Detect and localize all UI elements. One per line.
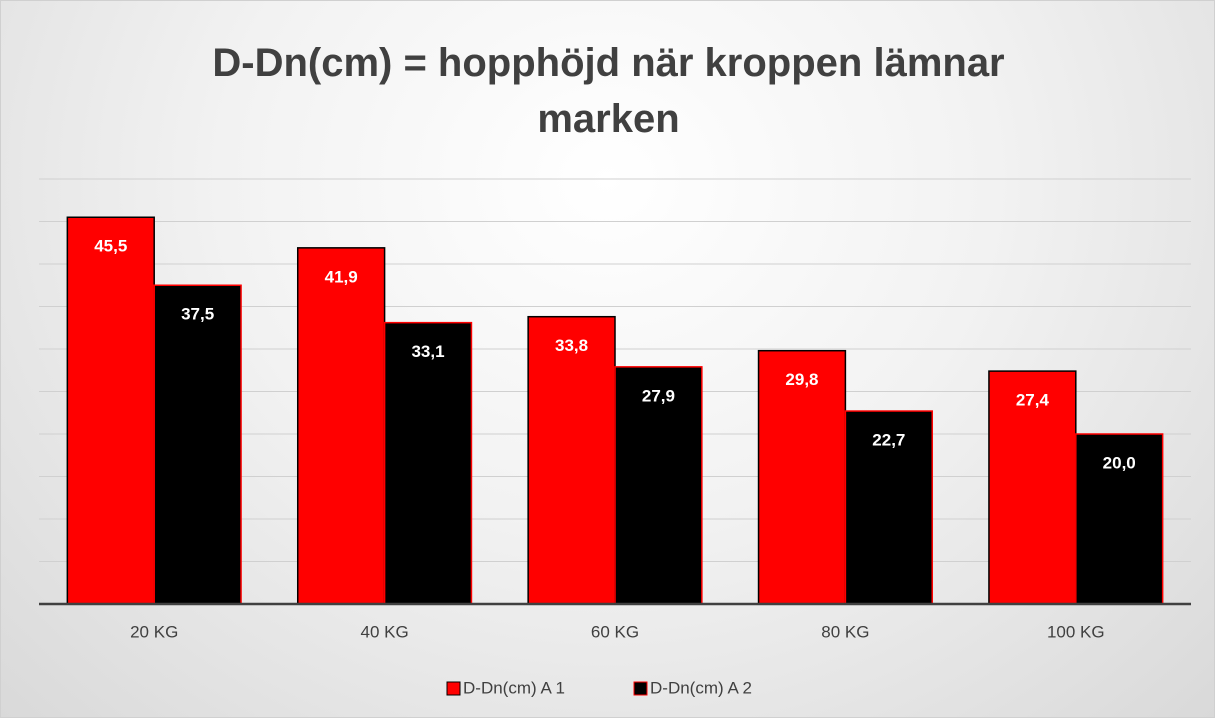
data-label: 22,7 — [872, 431, 905, 450]
bar — [296, 247, 386, 605]
bar — [1075, 433, 1164, 605]
bar — [844, 410, 934, 605]
data-label: 33,8 — [555, 336, 588, 355]
bar — [153, 284, 242, 605]
x-tick-label: 80 KG — [821, 622, 869, 641]
bar — [757, 349, 847, 605]
chart-title: D-Dn(cm) = hopphöjd när kroppen lämnar m… — [212, 41, 1005, 141]
bar — [66, 216, 155, 605]
data-label: 29,8 — [785, 370, 818, 389]
x-tick-label: 40 KG — [360, 622, 408, 641]
data-label: 27,4 — [1016, 391, 1050, 410]
data-label: 27,9 — [642, 386, 675, 405]
bar — [614, 366, 703, 605]
data-label: 37,5 — [181, 305, 214, 324]
bar — [527, 315, 616, 605]
legend-swatch — [633, 681, 648, 696]
data-label: 20,0 — [1103, 453, 1136, 472]
legend-label: D-Dn(cm) A 2 — [650, 678, 752, 697]
data-label: 33,1 — [411, 342, 444, 361]
x-tick-label: 20 KG — [130, 622, 178, 641]
data-label: 45,5 — [94, 237, 127, 256]
x-tick-label: 60 KG — [591, 622, 639, 641]
legend-label: D-Dn(cm) A 1 — [463, 678, 565, 697]
x-tick-label: 100 KG — [1047, 622, 1105, 641]
data-label: 41,9 — [325, 267, 358, 286]
bar — [383, 321, 473, 605]
legend-swatch — [446, 681, 461, 696]
